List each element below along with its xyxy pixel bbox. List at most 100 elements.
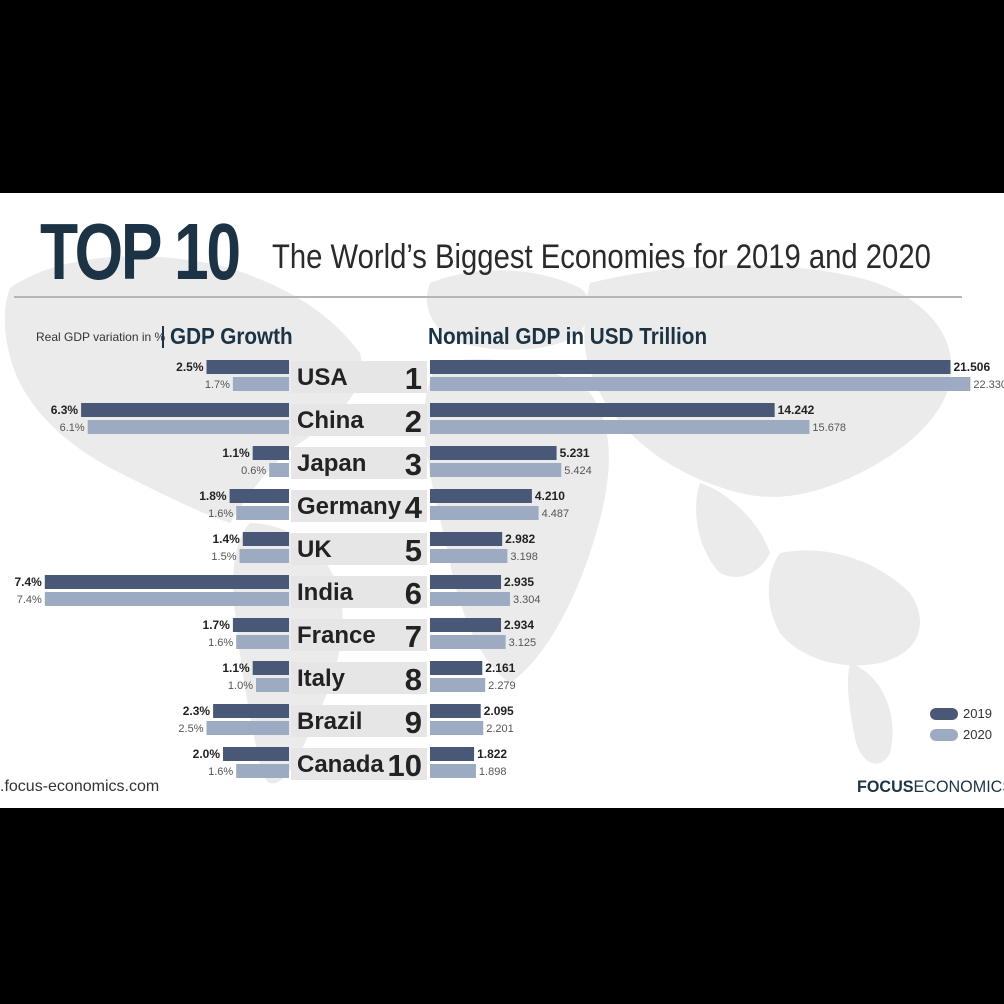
gdp-bar-2019-brazil (430, 704, 481, 718)
legend-swatch-2020 (930, 728, 958, 741)
growth-label-2020-uk: 1.5% (211, 551, 236, 563)
growth-bar-2020-italy (256, 678, 289, 692)
row-panel-italy (291, 662, 427, 694)
rank-germany: 4 (405, 490, 423, 525)
growth-bar-2019-india (44, 575, 289, 589)
gdp-label-2019-germany: 4.210 (535, 489, 565, 503)
growth-bar-2020-china (87, 420, 289, 434)
country-name-japan: Japan (297, 450, 366, 477)
gdp-label-2019-uk: 2.982 (505, 532, 535, 546)
growth-bar-2020-india (44, 592, 289, 606)
gdp-label-2020-india: 3.304 (513, 594, 541, 606)
gdp-label-2020-france: 3.125 (509, 637, 537, 649)
row-panel-canada (291, 748, 427, 780)
growth-bar-2020-brazil (206, 721, 289, 735)
growth-bar-2020-canada (236, 764, 289, 778)
gdp-label-2019-france: 2.934 (504, 618, 534, 632)
gdp-bar-2020-india (430, 592, 510, 606)
growth-bar-2019-germany (229, 489, 289, 503)
growth-bar-2020-japan (269, 463, 289, 477)
gdp-bar-2019-usa (430, 360, 951, 374)
growth-label-2020-germany: 1.6% (208, 508, 233, 520)
legend-label-2020: 2020 (963, 727, 992, 742)
country-name-india: India (297, 579, 354, 606)
gdp-label-2020-usa: 22.330 (973, 379, 1004, 391)
legend-label-2019: 2019 (963, 706, 992, 721)
growth-label-2020-brazil: 2.5% (178, 723, 203, 735)
growth-label-2019-canada: 2.0% (193, 747, 221, 761)
growth-label-2020-canada: 1.6% (208, 766, 233, 778)
growth-label-2019-usa: 2.5% (176, 360, 204, 374)
gdp-label-2019-india: 2.935 (504, 575, 534, 589)
rank-india: 6 (405, 576, 422, 611)
growth-label-2020-france: 1.6% (208, 637, 233, 649)
growth-label-2019-india: 7.4% (14, 575, 42, 589)
growth-bar-2019-usa (206, 360, 289, 374)
gdp-bar-2019-canada (430, 747, 475, 761)
growth-label-2019-france: 1.7% (203, 618, 231, 632)
brand-logo: FOCUSECONOMICS (857, 777, 1004, 797)
row-panel-japan (291, 447, 427, 479)
rank-canada: 10 (388, 748, 422, 783)
gdp-bar-2019-india (430, 575, 502, 589)
gdp-label-2020-uk: 3.198 (510, 551, 538, 563)
growth-caption: Real GDP variation in % (36, 330, 166, 344)
growth-label-2019-italy: 1.1% (222, 661, 250, 675)
gdp-label-2020-china: 15.678 (812, 422, 846, 434)
rank-china: 2 (405, 404, 422, 439)
growth-bar-2019-uk (242, 532, 289, 546)
gdp-label-2019-japan: 5.231 (560, 446, 590, 460)
growth-label-2020-usa: 1.7% (205, 379, 230, 391)
gdp-bar-2020-usa (430, 377, 971, 391)
title-divider (14, 296, 962, 298)
gdp-label-2020-germany: 4.487 (542, 508, 570, 520)
country-name-france: France (297, 622, 376, 649)
legend-item-2020: 2020 (930, 724, 992, 745)
growth-bar-2019-italy (252, 661, 289, 675)
brand-regular: ECONOMICS (913, 777, 1004, 796)
growth-label-2020-japan: 0.6% (241, 465, 266, 477)
country-name-uk: UK (297, 536, 332, 563)
growth-bar-2019-brazil (213, 704, 289, 718)
country-name-china: China (297, 407, 364, 434)
growth-section-title: GDP Growth (170, 323, 293, 349)
growth-bar-2020-germany (236, 506, 289, 520)
subtitle: The World’s Biggest Economies for 2019 a… (272, 238, 931, 276)
rank-uk: 5 (405, 533, 422, 568)
gdp-bar-2019-italy (430, 661, 483, 675)
gdp-label-2020-italy: 2.279 (488, 680, 516, 692)
growth-title-separator (162, 326, 164, 348)
big-title: TOP 10 (40, 207, 241, 296)
gdp-label-2019-usa: 21.506 (953, 360, 990, 374)
gdp-bar-2019-france (430, 618, 502, 632)
rank-italy: 8 (405, 662, 422, 697)
gdp-label-2019-brazil: 2.095 (484, 704, 514, 718)
growth-label-2019-uk: 1.4% (212, 532, 240, 546)
growth-label-2019-brazil: 2.3% (183, 704, 211, 718)
row-panel-germany (291, 490, 427, 522)
growth-label-2020-china: 6.1% (60, 422, 85, 434)
growth-bar-2019-france (232, 618, 289, 632)
gdp-bar-2020-germany (430, 506, 539, 520)
legend-swatch-2019 (930, 707, 958, 720)
row-panel-brazil (291, 705, 427, 737)
brand-bold: FOCUS (857, 777, 914, 796)
country-name-brazil: Brazil (297, 708, 362, 735)
rank-france: 7 (405, 619, 422, 654)
website-link[interactable]: .focus-economics.com (0, 778, 160, 795)
row-panel-uk (291, 533, 427, 565)
gdp-bar-2019-germany (430, 489, 532, 503)
rank-japan: 3 (405, 447, 422, 482)
infographic-card: TOP 10 The World’s Biggest Economies for… (0, 193, 1004, 808)
growth-label-2020-india: 7.4% (17, 594, 42, 606)
legend: 2019 2020 (930, 703, 992, 745)
growth-label-2019-china: 6.3% (51, 403, 79, 417)
legend-item-2019: 2019 (930, 703, 992, 724)
country-name-canada: Canada (297, 751, 384, 778)
gdp-bar-2020-brazil (430, 721, 484, 735)
row-panel-china (291, 404, 427, 436)
row-panel-india (291, 576, 427, 608)
rank-brazil: 9 (405, 705, 422, 740)
gdp-label-2020-brazil: 2.201 (486, 723, 514, 735)
